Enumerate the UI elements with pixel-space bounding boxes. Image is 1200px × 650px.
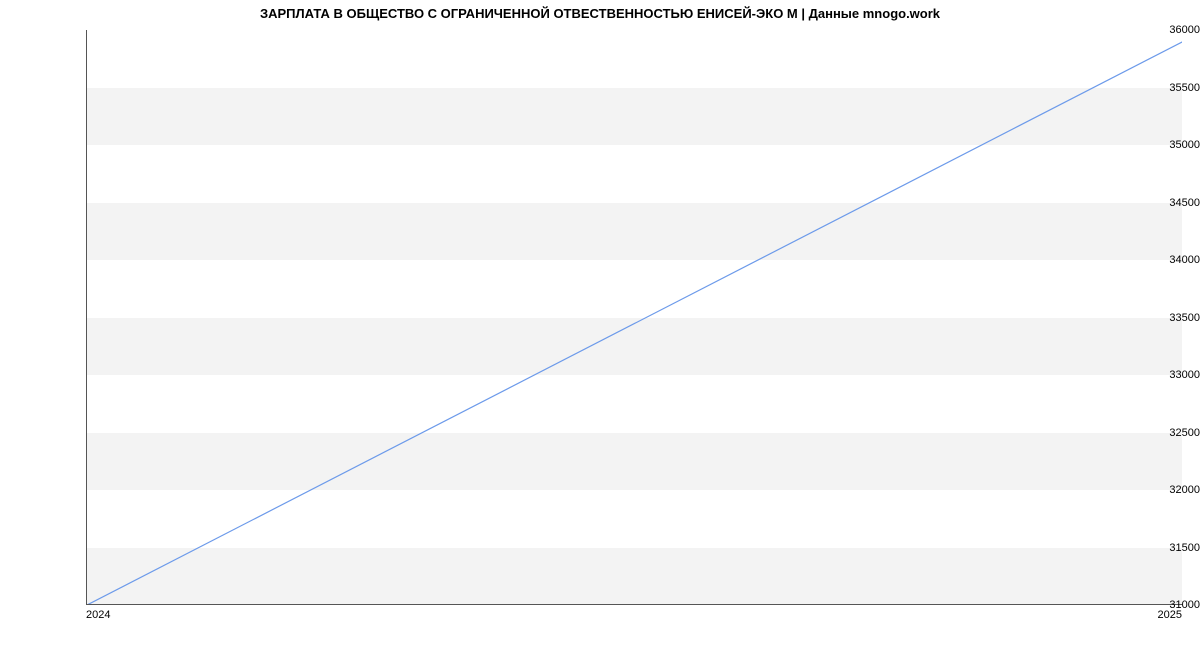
x-tick-label: 2025 — [1158, 609, 1182, 650]
x-tick-label: 2024 — [86, 609, 110, 650]
line-layer — [87, 30, 1182, 605]
y-tick-label: 35500 — [1122, 82, 1200, 94]
chart-title: ЗАРПЛАТА В ОБЩЕСТВО С ОГРАНИЧЕННОЙ ОТВЕС… — [0, 6, 1200, 21]
series-line — [87, 42, 1182, 606]
y-tick-label: 33500 — [1122, 312, 1200, 324]
y-tick-label: 31500 — [1122, 542, 1200, 554]
y-tick-label: 35000 — [1122, 139, 1200, 151]
y-tick-label: 34500 — [1122, 197, 1200, 209]
salary-chart: ЗАРПЛАТА В ОБЩЕСТВО С ОГРАНИЧЕННОЙ ОТВЕС… — [0, 0, 1200, 650]
y-tick-label: 32000 — [1122, 484, 1200, 496]
plot-area — [86, 30, 1182, 605]
y-tick-label: 34000 — [1122, 254, 1200, 266]
y-tick-label: 33000 — [1122, 369, 1200, 381]
y-tick-label: 32500 — [1122, 427, 1200, 439]
y-tick-label: 36000 — [1122, 24, 1200, 36]
